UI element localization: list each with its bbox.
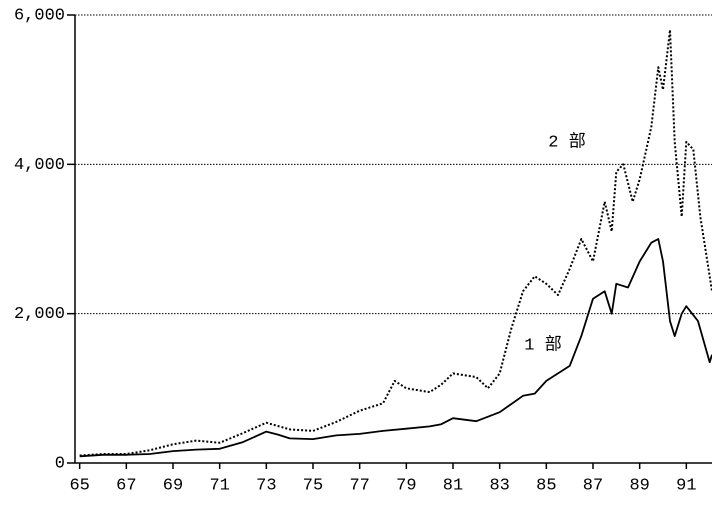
annotation: 1 部	[524, 334, 561, 355]
x-tick-label: 79	[396, 476, 416, 495]
y-tick-label: 2,000	[14, 305, 65, 324]
x-tick-label: 85	[536, 476, 556, 495]
series-line	[79, 28, 712, 457]
series-line	[79, 238, 712, 458]
x-tick-label: 87	[583, 476, 603, 495]
x-tick-label: 77	[349, 476, 369, 495]
x-tick-label: 91	[676, 476, 696, 495]
y-tick-label: 0	[55, 454, 65, 473]
y-tick-label: 4,000	[14, 156, 65, 175]
x-tick-label: 71	[209, 476, 229, 495]
y-tick-label: 6,000	[14, 6, 65, 25]
x-tick-label: 69	[163, 476, 183, 495]
x-tick-label: 73	[256, 476, 276, 495]
x-tick-label: 75	[303, 476, 323, 495]
x-tick-label: 89	[629, 476, 649, 495]
x-tick-label: 83	[489, 476, 509, 495]
x-tick-label: 81	[443, 476, 463, 495]
x-tick-label: 65	[69, 476, 89, 495]
x-tick-label: 67	[116, 476, 136, 495]
annotation: 2 部	[548, 131, 585, 152]
